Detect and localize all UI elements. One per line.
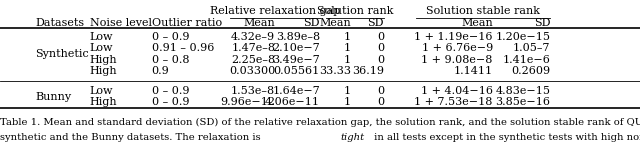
Text: 1 + 9.08e−8: 1 + 9.08e−8 xyxy=(421,55,493,65)
Text: 3.49e−7: 3.49e−7 xyxy=(272,55,320,65)
Text: 1: 1 xyxy=(344,97,351,107)
Text: 0 – 0.9: 0 – 0.9 xyxy=(152,32,189,42)
Text: Low: Low xyxy=(90,43,113,53)
Text: 0.91 – 0.96: 0.91 – 0.96 xyxy=(152,43,214,53)
Text: 1.41e−6: 1.41e−6 xyxy=(502,55,550,65)
Text: 0.9: 0.9 xyxy=(152,66,170,76)
Text: Datasets: Datasets xyxy=(35,18,84,28)
Text: tight: tight xyxy=(340,133,364,142)
Text: High: High xyxy=(90,97,117,107)
Text: Bunny: Bunny xyxy=(35,92,71,102)
Text: Low: Low xyxy=(90,32,113,42)
Text: 1.53e–8: 1.53e–8 xyxy=(231,86,275,96)
Text: 1 + 6.76e−9: 1 + 6.76e−9 xyxy=(422,43,493,53)
Text: SD: SD xyxy=(303,18,320,28)
Text: 1: 1 xyxy=(344,32,351,42)
Text: 0.05561: 0.05561 xyxy=(274,66,320,76)
Text: 1: 1 xyxy=(344,55,351,65)
Text: Mean: Mean xyxy=(461,18,493,28)
Text: 0: 0 xyxy=(377,55,384,65)
Text: 1.64e−7: 1.64e−7 xyxy=(272,86,320,96)
Text: 3.85e−16: 3.85e−16 xyxy=(495,97,550,107)
Text: synthetic and the Bunny datasets. The relaxation is: synthetic and the Bunny datasets. The re… xyxy=(0,133,264,142)
Text: 2.10e−7: 2.10e−7 xyxy=(272,43,320,53)
Text: 1 + 7.53e−18: 1 + 7.53e−18 xyxy=(415,97,493,107)
Text: Solution stable rank: Solution stable rank xyxy=(426,6,540,16)
Text: 1: 1 xyxy=(344,86,351,96)
Text: 1 + 4.04−16: 1 + 4.04−16 xyxy=(421,86,493,96)
Text: 1 + 1.19e−16: 1 + 1.19e−16 xyxy=(414,32,493,42)
Text: 0: 0 xyxy=(377,97,384,107)
Text: High: High xyxy=(90,55,117,65)
Text: Low: Low xyxy=(90,86,113,96)
Text: 4.32e–9: 4.32e–9 xyxy=(231,32,275,42)
Text: 4.06e−11: 4.06e−11 xyxy=(265,97,320,107)
Text: 0: 0 xyxy=(377,32,384,42)
Text: 1.1411: 1.1411 xyxy=(454,66,493,76)
Text: 1: 1 xyxy=(344,43,351,53)
Text: 0: 0 xyxy=(377,43,384,53)
Text: 1.47e–8: 1.47e–8 xyxy=(231,43,275,53)
Text: SD: SD xyxy=(534,18,550,28)
Text: 0 – 0.8: 0 – 0.8 xyxy=(152,55,189,65)
Text: 0 – 0.9: 0 – 0.9 xyxy=(152,86,189,96)
Text: Mean: Mean xyxy=(243,18,275,28)
Text: 0.03300: 0.03300 xyxy=(229,66,275,76)
Text: 0 – 0.9: 0 – 0.9 xyxy=(152,97,189,107)
Text: 1.05–7: 1.05–7 xyxy=(513,43,550,53)
Text: Outlier ratio: Outlier ratio xyxy=(152,18,222,28)
Text: High: High xyxy=(90,66,117,76)
Text: Solution rank: Solution rank xyxy=(317,6,394,16)
Text: 0: 0 xyxy=(377,86,384,96)
Text: 3.89e–8: 3.89e–8 xyxy=(276,32,320,42)
Text: Synthetic: Synthetic xyxy=(35,49,89,59)
Text: 0.2609: 0.2609 xyxy=(511,66,550,76)
Text: Table 1. Mean and standard deviation (SD) of the relative relaxation gap, the so: Table 1. Mean and standard deviation (SD… xyxy=(0,117,640,127)
Text: 9.96e−12: 9.96e−12 xyxy=(220,97,275,107)
Text: in all tests except in the synthetic tests with high noise and 90% outliers.: in all tests except in the synthetic tes… xyxy=(371,133,640,142)
Text: 36.19: 36.19 xyxy=(352,66,384,76)
Text: 4.83e−15: 4.83e−15 xyxy=(495,86,550,96)
Text: Mean: Mean xyxy=(319,18,351,28)
Text: SD: SD xyxy=(367,18,384,28)
Text: Noise level: Noise level xyxy=(90,18,152,28)
Text: 2.25e–8: 2.25e–8 xyxy=(231,55,275,65)
Text: 1.20e−15: 1.20e−15 xyxy=(495,32,550,42)
Text: 33.33: 33.33 xyxy=(319,66,351,76)
Text: Relative relaxation gap: Relative relaxation gap xyxy=(210,6,340,16)
